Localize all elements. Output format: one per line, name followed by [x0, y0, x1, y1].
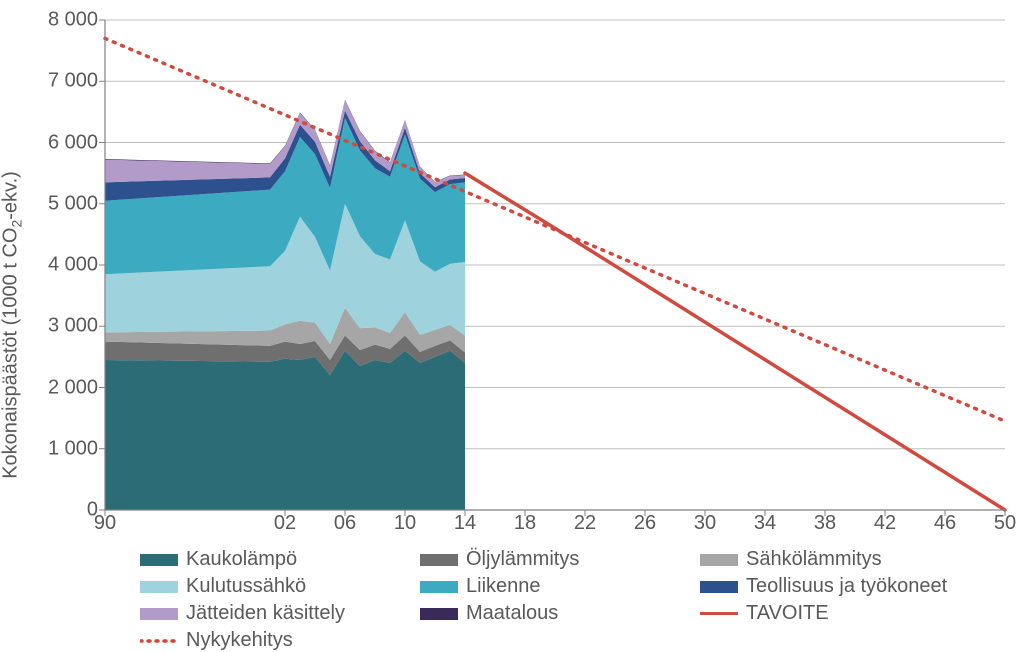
- legend-item-tavoite: TAVOITE: [700, 602, 980, 625]
- x-tick-label: 10: [394, 512, 416, 535]
- x-tick-label: 42: [874, 512, 896, 535]
- legend-label: TAVOITE: [746, 602, 829, 625]
- legend-item-kulutussahko: Kulutussähkö: [140, 575, 420, 598]
- x-tick-label: 26: [634, 512, 656, 535]
- legend-swatch: [700, 554, 738, 566]
- y-tick-label: 6 000: [48, 131, 98, 154]
- legend-label: Maatalous: [466, 602, 558, 625]
- legend-swatch: [700, 612, 738, 615]
- legend-label: Liikenne: [466, 575, 541, 598]
- legend: Kaukolämpö Öljylämmitys Sähkölämmitys Ku…: [140, 548, 980, 652]
- legend-label: Teollisuus ja työkoneet: [746, 575, 947, 598]
- legend-label: Nykykehitys: [186, 629, 293, 652]
- y-tick-label: 5 000: [48, 192, 98, 215]
- legend-item-liikenne: Liikenne: [420, 575, 700, 598]
- legend-item-sahkolammitys: Sähkölämmitys: [700, 548, 980, 571]
- x-tick-label: 02: [274, 512, 296, 535]
- legend-label: Öljylämmitys: [466, 548, 579, 571]
- legend-label: Sähkölämmitys: [746, 548, 882, 571]
- legend-swatch: [420, 554, 458, 566]
- y-tick-label: 1 000: [48, 437, 98, 460]
- y-tick-label: 2 000: [48, 376, 98, 399]
- legend-item-oljylammitys: Öljylämmitys: [420, 548, 700, 571]
- legend-swatch: [140, 635, 178, 647]
- x-tick-label: 18: [514, 512, 536, 535]
- legend-label: Kulutussähkö: [186, 575, 306, 598]
- legend-label: Jätteiden käsittely: [186, 602, 345, 625]
- x-tick-label: 22: [574, 512, 596, 535]
- legend-item-nykykehitys: Nykykehitys: [140, 629, 420, 652]
- legend-item-kaukolampo: Kaukolämpö: [140, 548, 420, 571]
- x-tick-label: 34: [754, 512, 776, 535]
- legend-item-teollisuus: Teollisuus ja työkoneet: [700, 575, 980, 598]
- x-tick-label: 06: [334, 512, 356, 535]
- x-tick-label: 30: [694, 512, 716, 535]
- y-tick-label: 3 000: [48, 315, 98, 338]
- x-tick-label: 14: [454, 512, 476, 535]
- legend-swatch: [420, 608, 458, 620]
- y-tick-label: 8 000: [48, 9, 98, 32]
- legend-item-jatteiden: Jätteiden käsittely: [140, 602, 420, 625]
- y-axis-labels: 01 0002 0003 0004 0005 0006 0007 0008 00…: [0, 20, 98, 510]
- x-tick-label: 46: [934, 512, 956, 535]
- legend-swatch: [140, 581, 178, 593]
- legend-swatch: [140, 554, 178, 566]
- x-tick-label: 50: [994, 512, 1016, 535]
- y-tick-label: 4 000: [48, 254, 98, 277]
- legend-label: Kaukolämpö: [186, 548, 297, 571]
- plot-area: [105, 20, 1005, 510]
- emissions-chart: Kokonaispäästöt (1000 t CO2-ekv.) 01 000…: [0, 0, 1024, 650]
- y-tick-label: 7 000: [48, 70, 98, 93]
- x-axis-labels: 9002061014182226303438424650: [105, 512, 1005, 536]
- legend-swatch: [700, 581, 738, 593]
- x-tick-label: 38: [814, 512, 836, 535]
- legend-swatch: [420, 581, 458, 593]
- x-tick-label: 90: [94, 512, 116, 535]
- legend-swatch: [140, 608, 178, 620]
- legend-item-maatalous: Maatalous: [420, 602, 700, 625]
